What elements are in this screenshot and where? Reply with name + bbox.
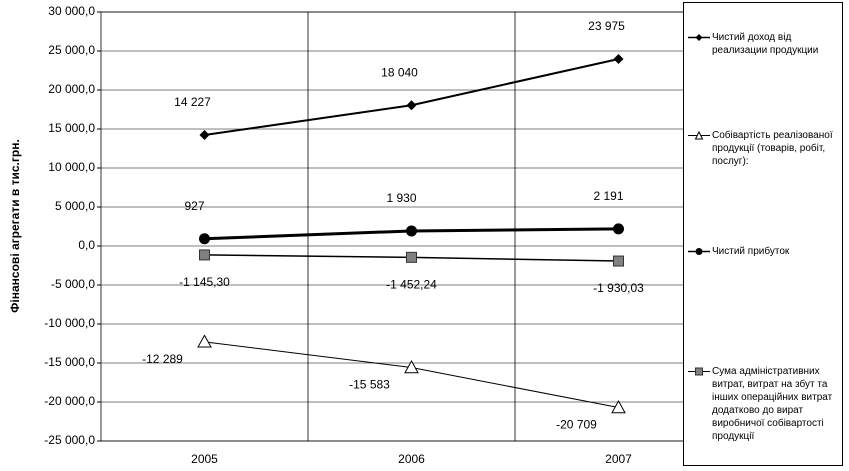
data-label: 14 227 <box>174 95 211 109</box>
y-tick-label: -25 000,0 <box>44 433 95 447</box>
data-label: 2 191 <box>593 189 623 203</box>
y-tick-label: 10 000,0 <box>48 160 95 174</box>
y-tick-label: 30 000,0 <box>48 4 95 18</box>
legend-swatch <box>688 367 710 376</box>
y-tick-label: 20 000,0 <box>48 82 95 96</box>
legend-label: Собівартість реалізованої продукції (тов… <box>712 130 833 167</box>
y-tick-label: -15 000,0 <box>44 355 95 369</box>
data-label: -1 930,03 <box>593 281 644 295</box>
y-tick-label: 25 000,0 <box>48 43 95 57</box>
legend-entry: Чистий прибуток <box>688 245 840 258</box>
data-label: 18 040 <box>381 65 418 79</box>
marker <box>613 255 624 267</box>
legend-swatch <box>688 248 710 255</box>
marker <box>199 249 210 261</box>
data-label: -20 709 <box>556 418 597 432</box>
marker <box>406 251 417 263</box>
x-tick-label: 2006 <box>398 452 425 466</box>
data-label: -1 452,24 <box>386 277 437 291</box>
y-tick-label: -5 000,0 <box>51 277 95 291</box>
legend-label: Чистий прибуток <box>712 246 790 257</box>
marker <box>613 53 624 64</box>
data-label: 927 <box>184 199 204 213</box>
marker <box>197 334 212 348</box>
series-line <box>204 341 619 409</box>
y-tick-label: 0,0 <box>78 238 95 252</box>
marker <box>199 233 210 245</box>
data-label: -15 583 <box>349 378 390 392</box>
legend-marker <box>695 248 703 255</box>
data-label: -12 289 <box>142 352 183 366</box>
legend-entry: Сума адміністративних витрат, витрат на … <box>688 365 840 443</box>
marker <box>613 223 624 235</box>
legend-swatch <box>688 130 710 140</box>
marker <box>406 225 417 237</box>
marker <box>406 100 417 111</box>
y-tick-label: 5 000,0 <box>55 199 95 213</box>
legend-marker <box>695 34 703 41</box>
legend-label: Чистий доход від реализации продукции <box>712 32 819 56</box>
x-tick-label: 2007 <box>605 452 632 466</box>
marker <box>199 130 210 141</box>
marker <box>404 360 419 374</box>
y-axis-title: Фінансові агрегати в тис.грн. <box>8 139 22 313</box>
data-label: 23 975 <box>588 19 625 33</box>
legend-marker <box>694 130 704 140</box>
legend-entry: Чистий доход від реализации продукции <box>688 31 840 57</box>
y-tick-label: 15 000,0 <box>48 121 95 135</box>
legend: Чистий доход від реализации продукции Соб… <box>683 2 843 466</box>
y-tick-label: -20 000,0 <box>44 394 95 408</box>
marker <box>611 400 626 414</box>
legend-marker <box>695 367 703 376</box>
legend-label: Сума адміністративних витрат, витрат на … <box>712 366 833 442</box>
y-tick-label: -10 000,0 <box>44 316 95 330</box>
legend-entry: Собівартість реалізованої продукції (тов… <box>688 129 840 168</box>
x-tick-label: 2005 <box>191 452 218 466</box>
legend-swatch <box>688 34 710 41</box>
data-label: -1 145,30 <box>179 275 230 289</box>
data-label: 1 930 <box>386 191 416 205</box>
